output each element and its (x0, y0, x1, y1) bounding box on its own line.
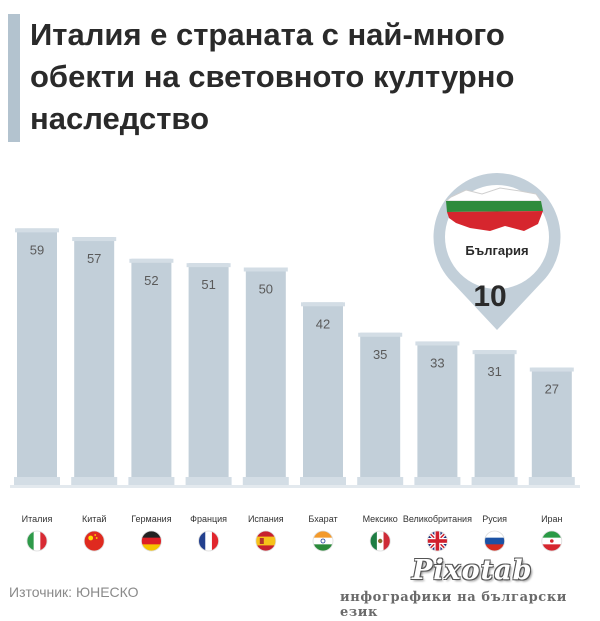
bar (17, 228, 57, 477)
category-label: Испания (248, 514, 284, 524)
category-label: Бхарат (308, 514, 337, 524)
russia-flag (484, 530, 506, 552)
bar-value-label: 35 (373, 347, 387, 362)
bar (474, 350, 515, 477)
bar-base (414, 477, 461, 485)
china-flag (83, 530, 105, 552)
bar-base (71, 477, 118, 485)
category-label: Русия (482, 514, 507, 524)
bar-base (242, 477, 289, 485)
title-accent-bar (8, 14, 20, 142)
callout-value: 10 (473, 280, 506, 313)
bar-cap (301, 302, 345, 307)
bar-value-label: 57 (87, 251, 101, 266)
category-label: Германия (131, 514, 171, 524)
iran-flag (541, 530, 563, 552)
bar-base (357, 477, 404, 485)
mexico-flag (369, 530, 391, 552)
germany-flag (140, 530, 162, 552)
bar-value-label: 59 (30, 242, 44, 257)
category-label: Мексико (363, 514, 398, 524)
bar-cap (529, 367, 574, 372)
category-label: Франция (190, 514, 227, 524)
bar (245, 267, 286, 477)
category-label: Италия (22, 514, 53, 524)
bulgaria-callout: България 10 (433, 173, 561, 330)
bar (74, 237, 115, 477)
bar (531, 367, 572, 477)
bar-cap (472, 350, 517, 355)
bar (417, 341, 458, 477)
baseline (10, 485, 580, 488)
bar-cap (186, 263, 231, 268)
spain-flag (255, 530, 277, 552)
brand-logo: Pixotab (412, 555, 533, 586)
bulgaria-map-icon (444, 187, 543, 231)
category-label: Великобритания (403, 514, 472, 524)
bar-value-label: 31 (487, 364, 501, 379)
france-flag (198, 530, 220, 552)
chart-title: Италия е страната с най-много обекти на … (30, 17, 515, 136)
bars-group: 59 57 52 51 50 42 35 33 31 27 (10, 228, 580, 488)
bar-value-label: 52 (144, 273, 158, 288)
brand-tagline: инфографики на български език (340, 590, 568, 620)
bar-base (528, 477, 575, 485)
category-labels: Италия Китай Германия Франция Испания Бхарат М… (22, 514, 563, 524)
bar-value-label: 33 (430, 355, 444, 370)
bar-cap (415, 341, 460, 346)
bar-cap (15, 228, 59, 233)
bar-base (471, 477, 518, 485)
bar (303, 302, 343, 477)
italy-flag (26, 530, 48, 552)
bar (360, 332, 401, 477)
category-label: Китай (82, 514, 106, 524)
bar-cap (243, 267, 288, 272)
bar-base (300, 477, 346, 485)
category-label: Иран (541, 514, 562, 524)
bar-value-label: 27 (545, 382, 559, 397)
india-flag (312, 530, 334, 552)
bar-cap (129, 258, 174, 263)
bar-value-label: 42 (316, 316, 330, 331)
bar-base (14, 477, 60, 485)
bar-cap (358, 332, 403, 337)
flags-group (26, 530, 563, 552)
uk-flag (426, 530, 448, 552)
bar-value-label: 50 (259, 282, 273, 297)
bar-cap (72, 237, 117, 242)
bar (188, 263, 229, 477)
bar (131, 258, 172, 477)
bar-base (185, 477, 232, 485)
callout-label: България (465, 243, 528, 258)
bar-base (128, 477, 175, 485)
source-note: Източник: ЮНЕСКО (9, 584, 139, 600)
bar-value-label: 51 (201, 277, 215, 292)
